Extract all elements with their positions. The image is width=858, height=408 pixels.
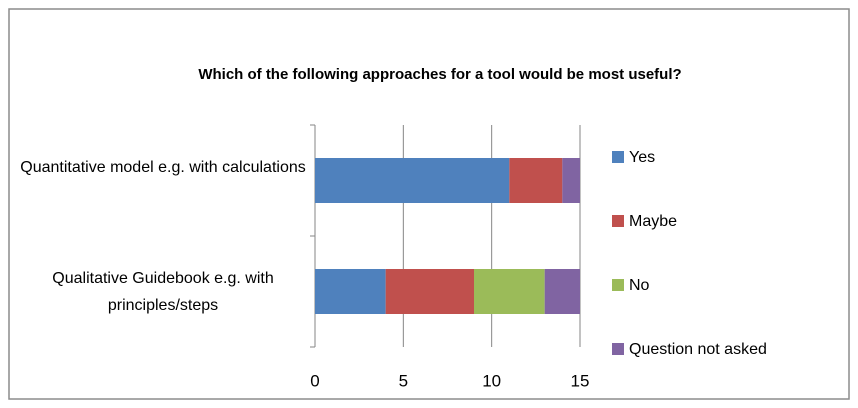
legend-label: Yes xyxy=(629,149,655,166)
legend-label: No xyxy=(629,277,650,294)
x-tick-label: 15 xyxy=(571,371,590,390)
legend-swatch xyxy=(612,151,624,163)
legend-label: Question not asked xyxy=(629,341,767,358)
bar-segment xyxy=(315,269,386,314)
x-tick-label: 0 xyxy=(310,371,319,390)
bar-segment xyxy=(385,269,474,314)
bar-segment xyxy=(509,158,563,203)
chart-title: Which of the following approaches for a … xyxy=(198,66,682,83)
bar-segment xyxy=(562,158,580,203)
x-tick-label: 5 xyxy=(399,371,408,390)
bar-segment xyxy=(474,269,545,314)
chart-border xyxy=(8,8,850,400)
category-label: Qualitative Guidebook e.g. with principl… xyxy=(52,269,274,314)
bar-segment xyxy=(544,269,580,314)
legend-label: Maybe xyxy=(629,213,677,230)
bar-segment xyxy=(315,158,510,203)
legend-swatch xyxy=(612,279,624,291)
legend-swatch xyxy=(612,343,624,355)
legend-swatch xyxy=(612,215,624,227)
category-label: Quantitative model e.g. with calculation… xyxy=(20,158,306,176)
x-tick-label: 10 xyxy=(482,371,501,390)
